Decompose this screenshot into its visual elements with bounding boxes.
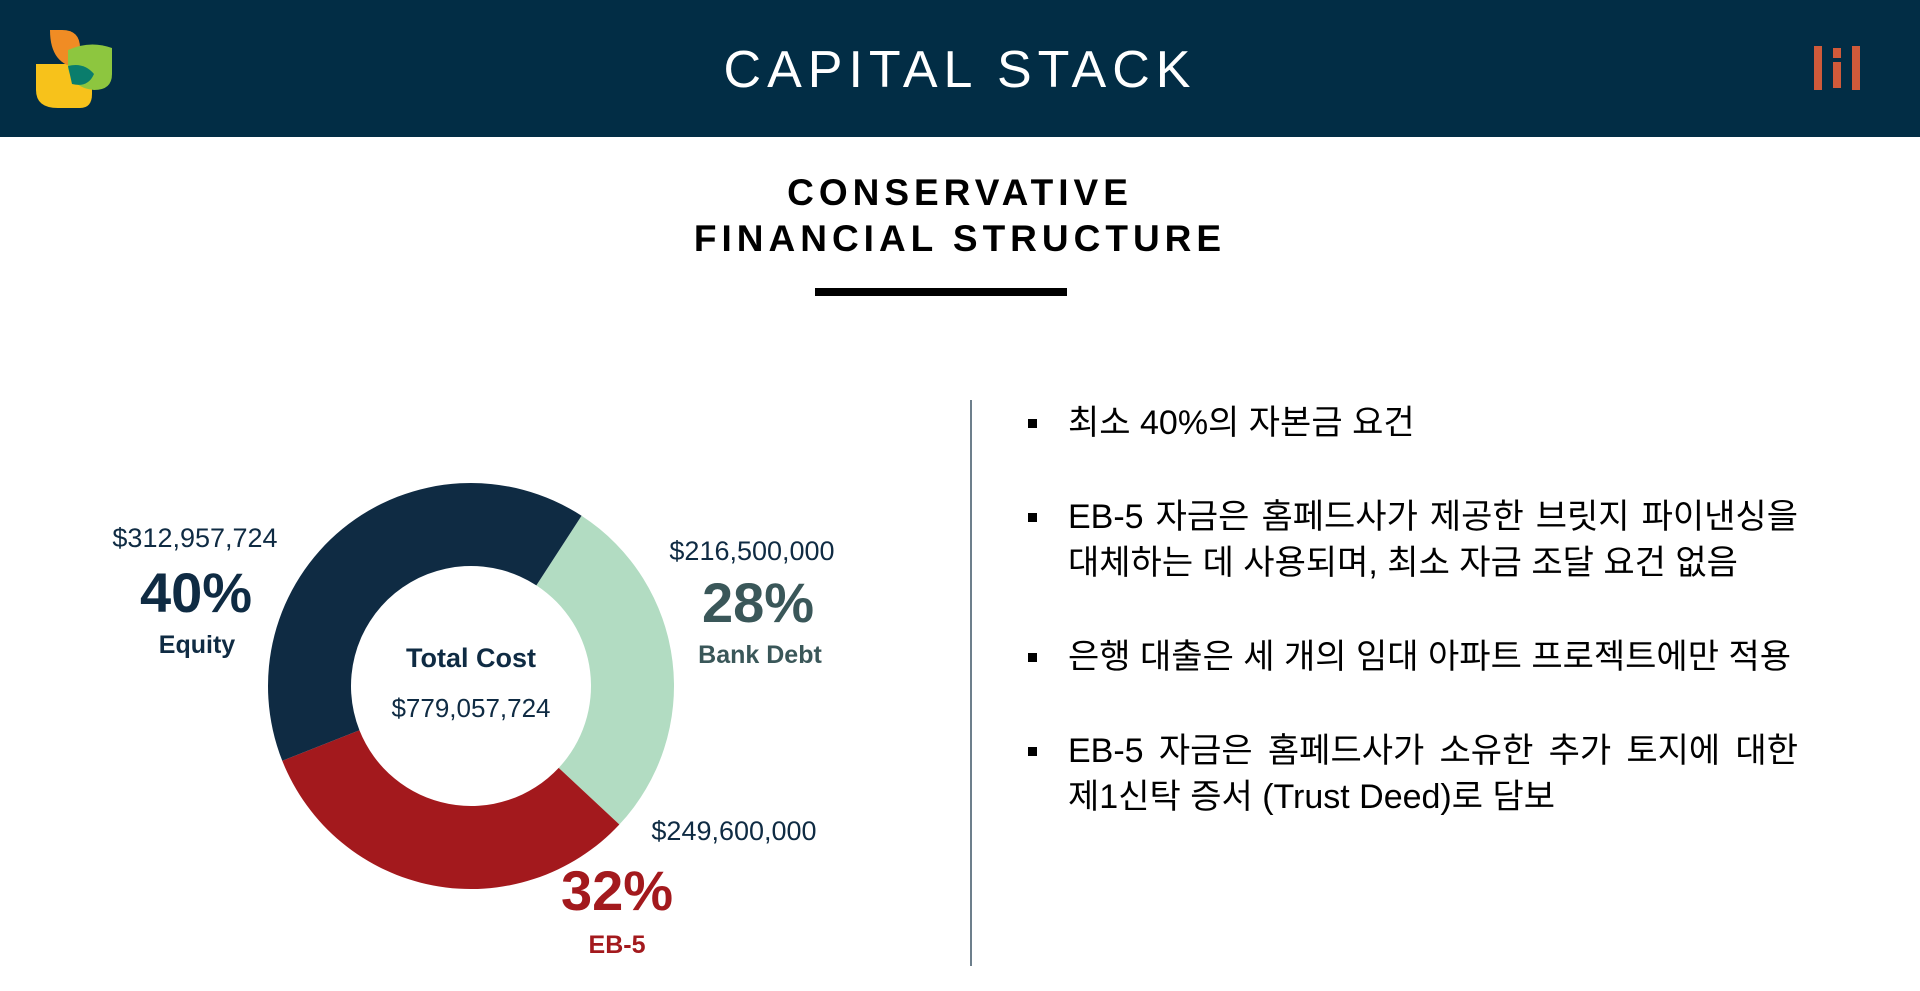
subtitle-line-1: CONSERVATIVE [787,172,1133,213]
slice-amount-equity: $312,957,724 [112,523,277,553]
bullet-text: EB-5 자금은 홈페드사가 제공한 브릿지 파이낸싱을 대체하는 데 사용되며… [1068,498,1798,582]
subtitle-line-2: FINANCIAL STRUCTURE [693,218,1227,259]
bullet-square-icon [1028,419,1037,428]
slice-percent-bank-debt: 28% [702,571,814,634]
slice-label-eb5: EB-5 [589,931,646,959]
subtitle: CONSERVATIVE FINANCIAL STRUCTURE [0,170,1920,262]
slice-percent-equity: 40% [140,561,252,624]
page-title: CAPITAL STACK [723,41,1197,99]
h-monogram-logo-icon [1814,46,1860,90]
bullet-item: EB-5 자금은 홈페드사가 소유한 추가 토지에 대한 제1신탁 증서 (Tr… [1028,728,1798,820]
subtitle-underline [815,288,1067,296]
header-bar: CAPITAL STACK [0,0,1920,137]
donut-slice-equity [267,483,582,761]
bullet-list: 최소 40%의 자본금 요건 EB-5 자금은 홈페드사가 제공한 브릿지 파이낸… [1028,400,1798,868]
slice-amount-bank-debt: $216,500,000 [669,536,834,566]
slice-label-bank-debt: Bank Debt [698,641,822,669]
bullet-text: 은행 대출은 세 개의 임대 아파트 프로젝트에만 적용 [1068,638,1792,676]
bullet-item: 은행 대출은 세 개의 임대 아파트 프로젝트에만 적용 [1028,634,1798,680]
bullet-item: 최소 40%의 자본금 요건 [1028,400,1798,446]
bullet-square-icon [1028,653,1037,662]
donut-slice-bank-debt [536,515,674,825]
donut-center-label: Total Cost [406,643,536,673]
bullet-item: EB-5 자금은 홈페드사가 제공한 브릿지 파이낸싱을 대체하는 데 사용되며… [1028,494,1798,586]
leaf-logo-icon [36,30,112,108]
donut-center-value: $779,057,724 [391,693,550,723]
bullet-square-icon [1028,513,1037,522]
vertical-divider [970,400,972,966]
bullet-text: 최소 40%의 자본금 요건 [1068,404,1415,442]
bullet-text: EB-5 자금은 홈페드사가 소유한 추가 토지에 대한 제1신탁 증서 (Tr… [1068,732,1798,816]
slice-amount-eb5: $249,600,000 [651,816,816,846]
donut-slice-eb5 [282,730,620,889]
slice-label-equity: Equity [159,631,235,659]
slice-percent-eb5: 32% [561,859,673,922]
capital-stack-donut-chart: $216,500,000 28% Bank Debt $249,600,000 32% E… [112,483,835,959]
bullet-square-icon [1028,747,1037,756]
